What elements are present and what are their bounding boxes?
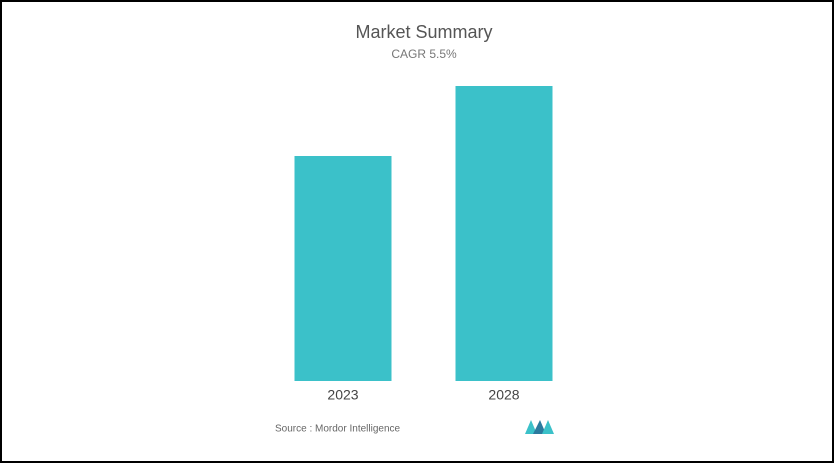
x-tick-label: 2028 xyxy=(488,387,519,403)
logo xyxy=(525,420,554,434)
source-note: Source : Mordor Intelligence xyxy=(275,424,401,435)
bar xyxy=(455,86,553,381)
chart-title: Market Summary xyxy=(355,22,492,42)
x-tick-label: 2023 xyxy=(327,387,358,403)
chart-subtitle: CAGR 5.5% xyxy=(391,47,457,61)
bar xyxy=(294,156,392,381)
